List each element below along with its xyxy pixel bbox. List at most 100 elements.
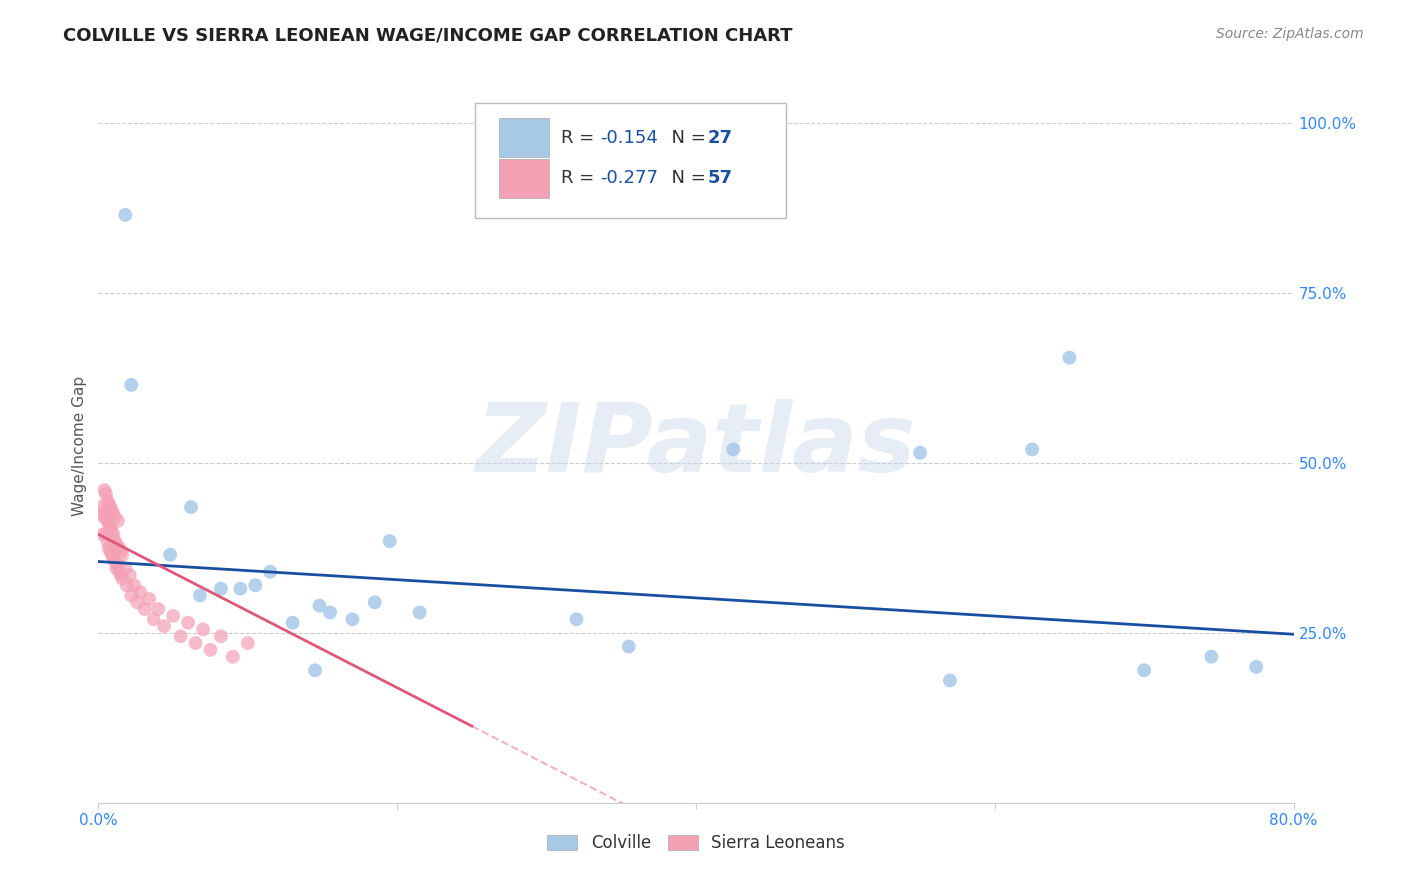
Point bbox=[96, 493, 118, 508]
Point bbox=[97, 497, 120, 511]
Point bbox=[120, 589, 142, 603]
Point bbox=[148, 602, 170, 616]
Point bbox=[124, 578, 146, 592]
Point bbox=[98, 500, 122, 515]
Point bbox=[908, 446, 931, 460]
Point bbox=[105, 561, 128, 575]
Point bbox=[408, 606, 430, 620]
Point bbox=[94, 486, 117, 500]
Point bbox=[319, 606, 342, 620]
FancyBboxPatch shape bbox=[499, 159, 548, 198]
Point bbox=[101, 524, 124, 538]
Point bbox=[723, 442, 745, 457]
Point bbox=[200, 643, 222, 657]
Point bbox=[111, 548, 134, 562]
Point bbox=[304, 663, 326, 677]
Point bbox=[1201, 649, 1223, 664]
Point bbox=[142, 612, 165, 626]
Legend: Colville, Sierra Leoneans: Colville, Sierra Leoneans bbox=[541, 828, 851, 859]
Point bbox=[1244, 660, 1267, 674]
Point bbox=[104, 510, 127, 524]
Text: COLVILLE VS SIERRA LEONEAN WAGE/INCOME GAP CORRELATION CHART: COLVILLE VS SIERRA LEONEAN WAGE/INCOME G… bbox=[63, 27, 793, 45]
Point bbox=[617, 640, 640, 654]
Point bbox=[101, 548, 124, 562]
Point bbox=[96, 534, 118, 549]
Point bbox=[229, 582, 252, 596]
Point bbox=[103, 507, 125, 521]
Point bbox=[118, 568, 141, 582]
Point bbox=[105, 537, 128, 551]
Point bbox=[364, 595, 387, 609]
Point bbox=[110, 544, 132, 558]
Point bbox=[90, 500, 112, 515]
Point bbox=[177, 615, 200, 630]
Text: 57: 57 bbox=[709, 169, 733, 187]
Point bbox=[97, 517, 120, 532]
Point bbox=[107, 558, 129, 572]
Point bbox=[134, 602, 156, 616]
Point bbox=[91, 527, 114, 541]
Point bbox=[191, 623, 214, 637]
Point bbox=[565, 612, 588, 626]
Point bbox=[101, 503, 124, 517]
FancyBboxPatch shape bbox=[475, 103, 786, 218]
Point bbox=[259, 565, 281, 579]
Point bbox=[153, 619, 176, 633]
Point bbox=[107, 514, 129, 528]
Point bbox=[115, 578, 138, 592]
Point bbox=[281, 615, 304, 630]
Point bbox=[184, 636, 207, 650]
Point bbox=[110, 568, 132, 582]
Point bbox=[104, 555, 127, 569]
FancyBboxPatch shape bbox=[499, 119, 548, 157]
Point bbox=[188, 589, 211, 603]
Point bbox=[1133, 663, 1156, 677]
Point bbox=[120, 377, 142, 392]
Text: N =: N = bbox=[661, 128, 711, 146]
Point bbox=[114, 561, 136, 575]
Point bbox=[94, 503, 117, 517]
Point bbox=[138, 591, 160, 606]
Point bbox=[939, 673, 962, 688]
Y-axis label: Wage/Income Gap: Wage/Income Gap bbox=[72, 376, 87, 516]
Point bbox=[342, 612, 364, 626]
Point bbox=[129, 585, 152, 599]
Point bbox=[114, 208, 136, 222]
Point bbox=[308, 599, 330, 613]
Point bbox=[108, 541, 131, 555]
Point bbox=[169, 629, 191, 643]
Text: R =: R = bbox=[561, 128, 600, 146]
Point bbox=[93, 510, 115, 524]
Point bbox=[159, 548, 181, 562]
Point bbox=[91, 507, 114, 521]
Point bbox=[103, 551, 125, 566]
Point bbox=[1059, 351, 1081, 365]
Point bbox=[180, 500, 202, 515]
Point bbox=[93, 483, 115, 498]
Point bbox=[104, 534, 127, 549]
Point bbox=[245, 578, 267, 592]
Text: -0.277: -0.277 bbox=[600, 169, 658, 187]
Point bbox=[94, 527, 117, 541]
Text: R =: R = bbox=[561, 169, 600, 187]
Point bbox=[222, 649, 245, 664]
Point bbox=[236, 636, 259, 650]
Point bbox=[98, 520, 122, 534]
Point bbox=[98, 544, 122, 558]
Point bbox=[97, 541, 120, 555]
Text: Source: ZipAtlas.com: Source: ZipAtlas.com bbox=[1216, 27, 1364, 41]
Text: ZIPatlas: ZIPatlas bbox=[475, 400, 917, 492]
Point bbox=[103, 527, 125, 541]
Point bbox=[162, 608, 184, 623]
Point bbox=[127, 595, 149, 609]
Point bbox=[108, 565, 131, 579]
Point bbox=[96, 514, 118, 528]
Point bbox=[1021, 442, 1043, 457]
Point bbox=[209, 582, 232, 596]
Text: N =: N = bbox=[661, 169, 711, 187]
Text: -0.154: -0.154 bbox=[600, 128, 658, 146]
Text: 27: 27 bbox=[709, 128, 733, 146]
Point bbox=[209, 629, 232, 643]
Point bbox=[378, 534, 401, 549]
Point bbox=[111, 572, 134, 586]
